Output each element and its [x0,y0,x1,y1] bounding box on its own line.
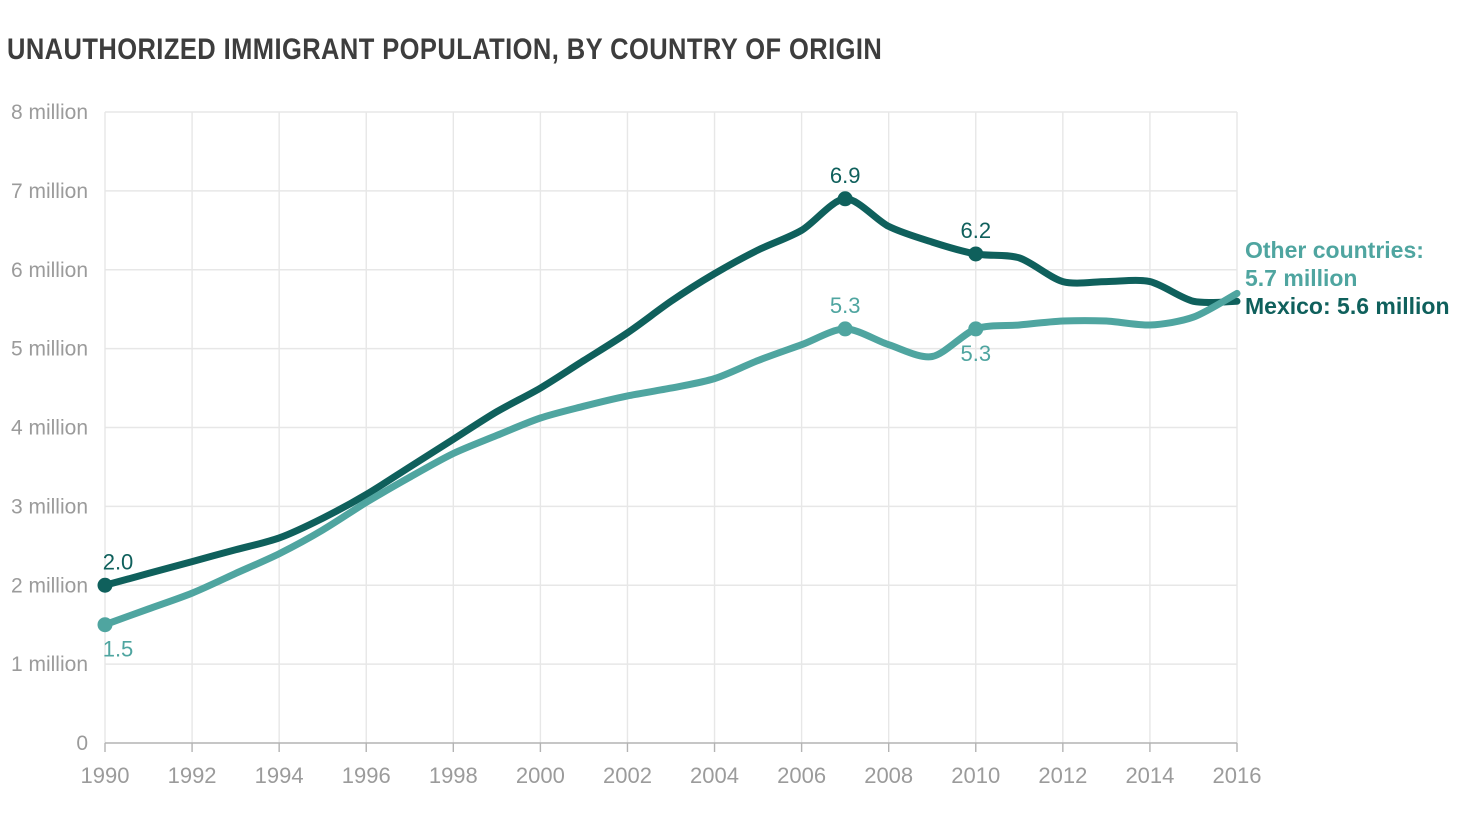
y-axis-label: 4 million [11,417,88,440]
data-point-dot [97,577,113,593]
other-countries-line [101,289,1241,629]
x-axis-label: 2016 [1213,763,1262,788]
data-point-label: 1.5 [103,637,134,662]
data-point-label: 2.0 [103,549,134,574]
x-axis-label: 2010 [951,763,1000,788]
x-axis-label: 2004 [690,763,739,788]
x-axis-label: 2014 [1125,763,1174,788]
x-axis-label: 1990 [81,763,130,788]
x-axis-label: 2000 [516,763,565,788]
x-axis-label: 2002 [603,763,652,788]
y-axis-label: 5 million [11,338,88,361]
data-point-dot [968,246,984,262]
data-point-dot [837,191,853,207]
data-point-dot [968,321,984,337]
data-point-label: 5.3 [960,341,991,366]
data-point-label: 6.2 [960,218,991,243]
x-axis-label: 1996 [342,763,391,788]
y-axis-label: 2 million [11,574,88,597]
series-end-labels: Other countries: 5.7 million Mexico: 5.6… [1245,236,1450,320]
data-point-dot [97,617,113,633]
data-point-dot [837,321,853,337]
x-axis-label: 1992 [168,763,217,788]
y-axis-label: 3 million [11,495,88,518]
mexico-line [101,195,1241,589]
x-axis-label: 2006 [777,763,826,788]
x-axis-label: 2008 [864,763,913,788]
chart-title: UNAUTHORIZED IMMIGRANT POPULATION, BY CO… [7,33,883,66]
series-label-mexico: Mexico: 5.6 million [1245,293,1450,319]
y-axis-label: 7 million [11,180,88,203]
x-axis-label: 1998 [429,763,478,788]
y-axis-label: 0 [76,732,88,755]
data-point-label: 6.9 [830,163,861,188]
x-axis-label: 1994 [255,763,304,788]
y-axis-label: 1 million [11,653,88,676]
series-label-other-countries: Other countries: 5.7 million [1245,237,1424,291]
data-point-label: 5.3 [830,293,861,318]
y-axis-label: 6 million [11,259,88,282]
y-axis-label: 8 million [11,101,88,124]
x-axis-label: 2012 [1038,763,1087,788]
